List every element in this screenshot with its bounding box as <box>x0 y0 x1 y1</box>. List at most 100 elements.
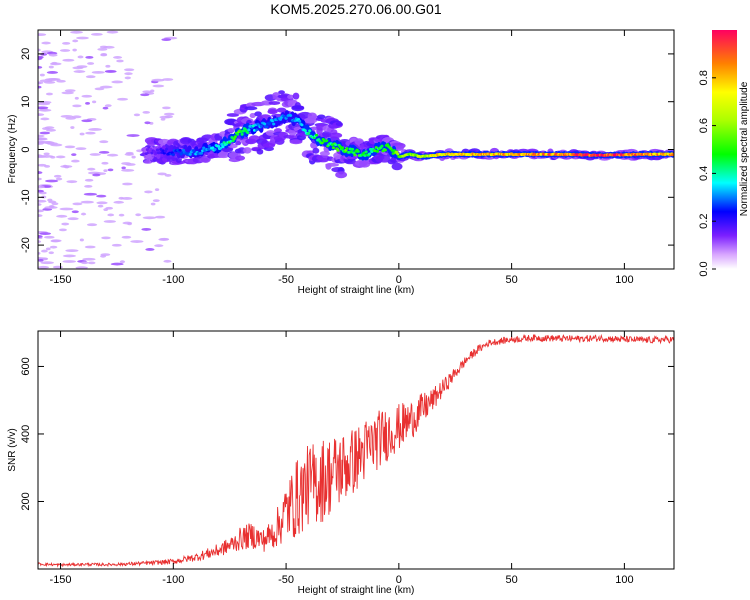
noise-blob <box>119 260 126 264</box>
ridge-halo <box>393 145 404 151</box>
noise-blob <box>135 213 142 217</box>
ridge-core <box>211 146 215 150</box>
ridge-core <box>148 150 152 153</box>
ridge-halo <box>273 128 283 133</box>
ridge-halo <box>254 111 262 117</box>
noise-blob <box>91 70 105 74</box>
noise-blob <box>81 94 93 98</box>
noise-blob <box>87 62 95 65</box>
noise-blob <box>97 47 108 51</box>
noise-blob <box>88 128 102 131</box>
spectrogram-ylabel: Frequency (Hz) <box>7 115 18 184</box>
noise-blob <box>152 199 160 203</box>
noise-blob <box>100 52 108 56</box>
noise-blob <box>64 145 76 149</box>
noise-blob <box>38 108 52 112</box>
ridge-core <box>345 147 349 150</box>
noise-blob <box>121 162 132 165</box>
noise-blob <box>162 106 171 110</box>
ridge-core <box>334 143 338 147</box>
x-tick-label: 0 <box>396 574 402 586</box>
noise-blob <box>61 91 74 95</box>
ridge-core <box>367 152 372 156</box>
noise-blob <box>38 81 41 85</box>
noise-blob <box>48 251 54 255</box>
noise-blob <box>62 260 77 263</box>
noise-blob <box>39 131 51 135</box>
ridge-core <box>202 146 206 150</box>
ridge-core <box>221 145 225 149</box>
noise-blob <box>75 147 87 150</box>
ridge-core <box>178 148 182 152</box>
ridge-core <box>288 114 293 117</box>
ridge-halo <box>325 162 340 167</box>
ridge-halo <box>292 92 300 100</box>
noise-blob <box>118 213 125 217</box>
noise-blob <box>38 209 44 213</box>
noise-blob <box>72 104 82 108</box>
noise-blob <box>117 97 129 101</box>
x-tick-label: -50 <box>278 274 294 286</box>
noise-blob <box>72 66 84 70</box>
snr-ylabel: SNR (v/v) <box>7 428 18 471</box>
ridge-core <box>154 151 159 155</box>
ridge-halo <box>243 147 252 154</box>
noise-blob <box>66 180 78 184</box>
figure-title: KOM5.2025.270.06.00.G01 <box>270 1 441 17</box>
noise-blob <box>121 168 135 172</box>
spectrogram-xlabel: Height of straight line (km) <box>298 285 415 296</box>
noise-blob <box>103 45 115 49</box>
noise-blob <box>38 140 45 144</box>
noise-blob <box>144 121 151 125</box>
noise-blob <box>38 235 43 238</box>
noise-blob <box>76 36 89 40</box>
ridge-core <box>307 131 311 135</box>
noise-blob <box>142 90 152 94</box>
noise-blob <box>47 198 53 202</box>
snr-series-line <box>38 333 674 568</box>
ridge-core <box>308 129 312 133</box>
noise-blob <box>62 254 77 258</box>
noise-blob <box>154 244 164 248</box>
noise-blob <box>38 33 47 37</box>
noise-blob <box>100 254 107 258</box>
x-tick-label: 50 <box>505 274 517 286</box>
noise-blob <box>79 132 85 136</box>
ridge-core <box>240 132 244 136</box>
y-tick-label: 200 <box>20 492 32 510</box>
noise-blob <box>85 101 90 105</box>
noise-blob <box>50 155 56 159</box>
noise-blob <box>38 171 43 174</box>
ridge-halo <box>235 155 246 161</box>
ridge-halo <box>391 162 403 171</box>
ridge-core <box>199 151 204 155</box>
noise-blob <box>82 257 96 261</box>
noise-blob <box>59 207 74 211</box>
ridge-halo <box>288 128 297 136</box>
ridge-halo <box>278 90 285 95</box>
noise-blob <box>162 78 174 81</box>
noise-blob <box>130 240 144 243</box>
ridge-core <box>164 147 169 151</box>
noise-blob <box>163 259 172 263</box>
ridge-halo <box>289 139 303 145</box>
ridge-core <box>380 144 384 148</box>
noise-blob <box>62 58 75 62</box>
noise-blob <box>39 232 52 236</box>
noise-blob <box>107 168 114 172</box>
noise-blob <box>43 152 50 156</box>
noise-blob <box>96 194 107 198</box>
noise-blob <box>64 165 70 169</box>
ridge-core <box>263 122 267 126</box>
ridge-halo <box>235 141 242 146</box>
noise-blob <box>38 258 44 262</box>
noise-blob <box>67 217 79 221</box>
noise-blob <box>121 166 126 170</box>
y-tick-label: -20 <box>20 237 32 253</box>
colorbar-ramp <box>712 30 737 269</box>
noise-blob <box>152 84 165 88</box>
noise-blob <box>90 33 103 36</box>
noise-blob <box>84 245 96 249</box>
noise-blob <box>103 220 116 223</box>
ridge-core <box>265 125 269 129</box>
